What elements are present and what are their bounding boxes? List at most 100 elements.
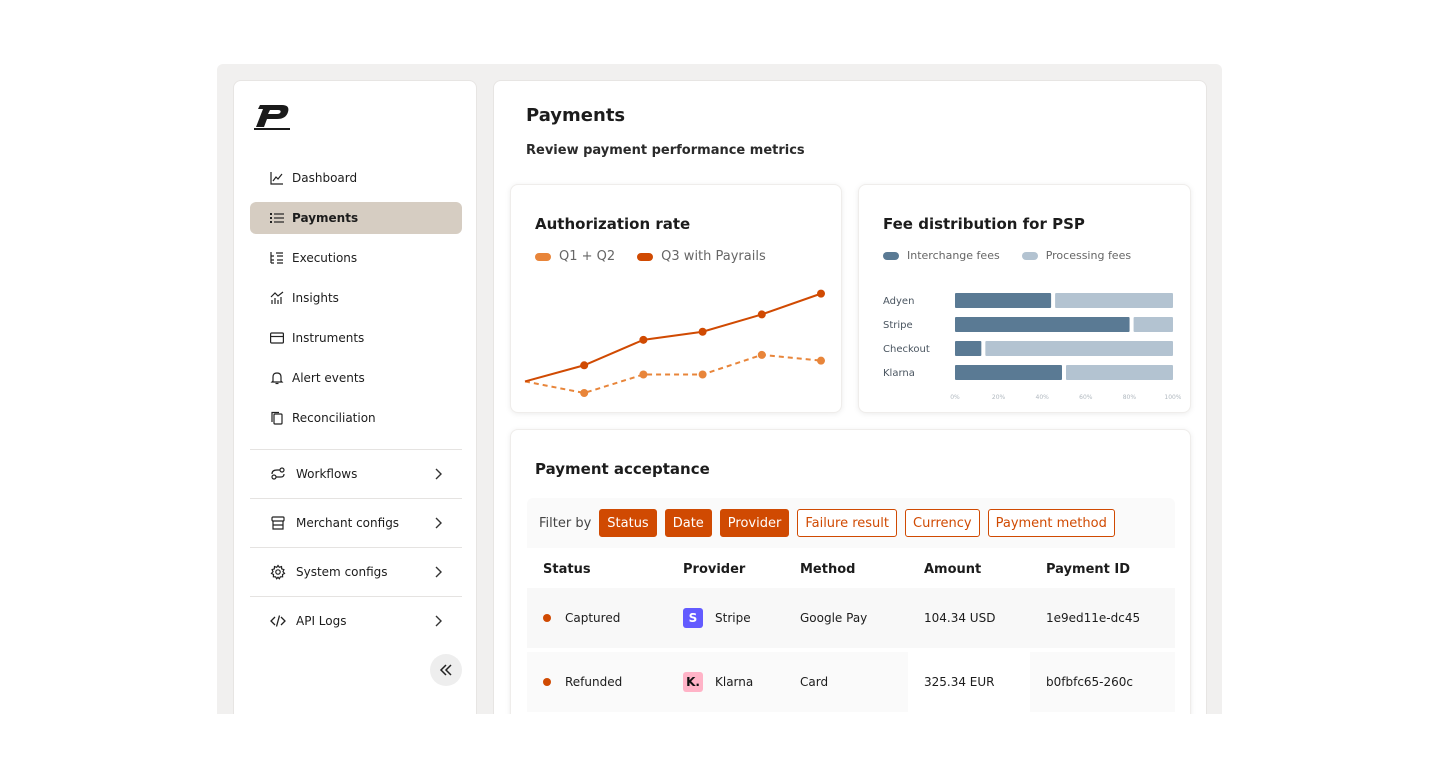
legend-label: Q3 with Payrails (661, 249, 766, 264)
chart-line-icon (270, 171, 284, 185)
workflow-icon (270, 466, 286, 482)
brand-logo[interactable] (252, 101, 292, 131)
status-dot (543, 614, 551, 622)
sidebar-item-label: Reconciliation (292, 411, 376, 425)
tick-label: 100% (1164, 394, 1181, 401)
data-point[interactable] (698, 327, 707, 336)
sidebar-item-instruments[interactable]: Instruments (250, 322, 462, 354)
sidebar-group-label: API Logs (296, 614, 347, 628)
table-row[interactable]: Refunded K. Klarna Card 325.34 EUR b0fbfc… (527, 652, 1175, 712)
sidebar-group-system-configs[interactable]: System configs (250, 547, 462, 596)
bell-icon (270, 371, 284, 385)
chevrons-left-icon (439, 664, 452, 676)
fee-bar-chart: Adyen Stripe Checkout Klarna 0% 20% 40% 60% 80% 1… (883, 293, 1181, 401)
sidebar-item-dashboard[interactable]: Dashboard (250, 162, 462, 194)
page-title: Payments (526, 105, 626, 126)
bar-segment[interactable] (1133, 317, 1173, 332)
filter-bar: Filter by Status Date Provider Failure r… (527, 498, 1175, 548)
data-point[interactable] (698, 370, 707, 379)
column-header-method[interactable]: Method (800, 561, 856, 577)
column-header-provider[interactable]: Provider (683, 561, 746, 577)
chart-legend: Q1 + Q2 Q3 with Payrails (535, 249, 788, 264)
gear-icon (270, 564, 286, 580)
filter-chip-status[interactable]: Status (599, 509, 657, 537)
sidebar-item-insights[interactable]: Insights (250, 282, 462, 314)
sidebar-item-reconciliation[interactable]: Reconciliation (250, 402, 462, 434)
copy-icon (270, 411, 284, 425)
provider-text: Stripe (715, 611, 751, 625)
bar-segment[interactable] (985, 341, 1173, 356)
legend-item-q1q2: Q1 + Q2 (535, 249, 615, 264)
sidebar-group-label: Merchant configs (296, 516, 400, 530)
sidebar-item-label: Payments (292, 211, 359, 225)
bar-segment[interactable] (955, 317, 1130, 332)
status-cell: Captured (527, 588, 667, 648)
payment-id-cell: 1e9ed11e-dc45 (1046, 611, 1141, 625)
status-cell: Refunded (527, 652, 667, 712)
sidebar-item-label: Alert events (292, 371, 365, 385)
bar-segment[interactable] (1055, 293, 1173, 308)
analytics-icon (270, 291, 284, 305)
column-header-payment-id[interactable]: Payment ID (1046, 561, 1131, 577)
page-subtitle: Review payment performance metrics (526, 143, 805, 158)
category-label: Adyen (883, 296, 914, 307)
legend-label: Interchange fees (907, 249, 1000, 262)
tree-list-icon (270, 251, 284, 265)
data-point[interactable] (757, 310, 766, 319)
category-label: Stripe (883, 320, 913, 331)
legend-label: Q1 + Q2 (559, 249, 616, 264)
card-title: Payment acceptance (535, 460, 710, 478)
column-header-status[interactable]: Status (543, 561, 591, 577)
tick-label: 40% (1036, 394, 1050, 401)
legend-swatch (883, 251, 899, 260)
bar-segment[interactable] (1066, 365, 1173, 380)
filter-chip-date[interactable]: Date (664, 509, 712, 537)
filter-chip-payment-method[interactable]: Payment method (987, 509, 1115, 537)
tick-label: 80% (1123, 394, 1137, 401)
sidebar-item-alert-events[interactable]: Alert events (250, 362, 462, 394)
bar-segment[interactable] (955, 365, 1062, 380)
app-frame: Dashboard Payments Executions Insights I… (217, 64, 1222, 714)
klarna-logo-icon: K. (683, 672, 703, 692)
sidebar-group-workflows[interactable]: Workflows (250, 449, 462, 498)
series-line-1 (524, 292, 822, 383)
sidebar-group-label: System configs (296, 565, 388, 579)
legend-item-q3: Q3 with Payrails (637, 249, 766, 264)
card-icon (270, 331, 284, 345)
sidebar-group-api-logs[interactable]: API Logs (250, 596, 462, 645)
data-point[interactable] (639, 370, 648, 379)
chart-legend: Interchange fees Processing fees (883, 249, 1153, 262)
column-header-amount[interactable]: Amount (924, 561, 982, 577)
filter-chip-failure-result[interactable]: Failure result (797, 509, 898, 537)
bar-segment[interactable] (955, 341, 982, 356)
sidebar: Dashboard Payments Executions Insights I… (233, 80, 477, 714)
amount-cell: 325.34 EUR (924, 675, 995, 689)
sidebar-item-payments[interactable]: Payments (250, 202, 462, 234)
authorization-rate-card: Authorization rate Q1 + Q2 Q3 with Payra… (510, 184, 842, 413)
data-point[interactable] (817, 356, 825, 365)
filter-chip-currency[interactable]: Currency (905, 509, 980, 537)
store-icon (270, 515, 286, 531)
sidebar-item-executions[interactable]: Executions (250, 242, 462, 274)
data-point[interactable] (639, 335, 648, 344)
sidebar-group-label: Workflows (296, 467, 358, 481)
payment-id-cell: b0fbfc65-260c (1030, 652, 1175, 712)
data-point[interactable] (817, 289, 825, 298)
status-text: Captured (565, 611, 621, 625)
stripe-logo-icon: S (683, 608, 703, 628)
category-label: Checkout (883, 344, 930, 355)
filter-chip-provider[interactable]: Provider (719, 509, 790, 537)
bar-segment[interactable] (955, 293, 1052, 308)
tick-label: 20% (992, 394, 1006, 401)
data-point[interactable] (757, 350, 766, 359)
table-row[interactable]: Captured S Stripe Google Pay 104.34 USD 1… (527, 588, 1175, 648)
sidebar-group-merchant-configs[interactable]: Merchant configs (250, 498, 462, 547)
data-point[interactable] (580, 389, 589, 397)
category-label: Klarna (883, 368, 915, 379)
amount-cell: 104.34 USD (924, 611, 996, 625)
card-title: Fee distribution for PSP (883, 215, 1085, 233)
fee-distribution-card: Fee distribution for PSP Interchange fee… (858, 184, 1191, 413)
collapse-sidebar-button[interactable] (430, 654, 462, 686)
data-point[interactable] (580, 361, 589, 370)
method-cell: Card (784, 652, 908, 712)
